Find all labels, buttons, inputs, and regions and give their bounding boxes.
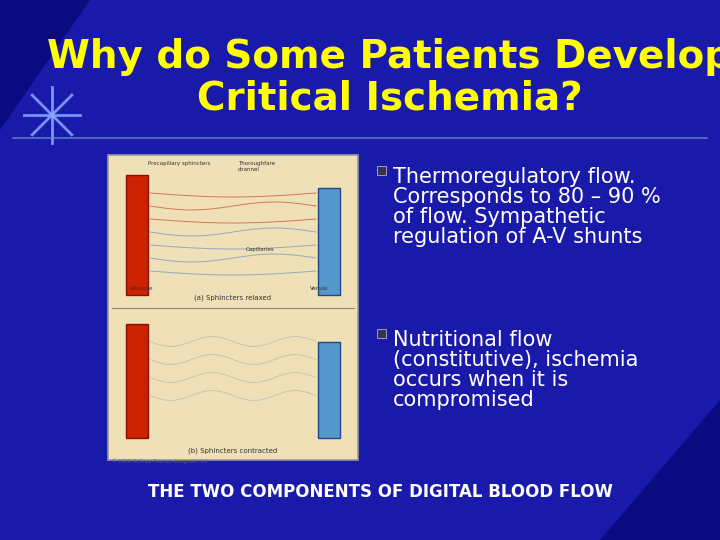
Text: (a) Sphincters relaxed: (a) Sphincters relaxed [194, 295, 271, 301]
Text: (constitutive), ischemia: (constitutive), ischemia [393, 350, 639, 370]
Text: regulation of A-V shunts: regulation of A-V shunts [393, 227, 642, 247]
Text: of flow. Sympathetic: of flow. Sympathetic [393, 207, 606, 227]
Text: Critical Ischemia?: Critical Ischemia? [197, 80, 582, 118]
Bar [318, 341, 340, 438]
Polygon shape [0, 0, 90, 130]
Text: Capillaries: Capillaries [246, 246, 274, 252]
Bar [108, 155, 358, 460]
Bar [377, 166, 386, 175]
Text: Why do Some Patients Develop: Why do Some Patients Develop [48, 38, 720, 76]
Text: (b) Sphincters contracted: (b) Sphincters contracted [189, 448, 278, 454]
Polygon shape [600, 400, 720, 540]
Bar [318, 188, 340, 295]
Text: Venule: Venule [310, 286, 328, 291]
Text: Thoroughfare
channel: Thoroughfare channel [238, 161, 275, 172]
Text: Precapillary sphincters: Precapillary sphincters [148, 161, 210, 166]
Text: Thermoregulatory flow.: Thermoregulatory flow. [393, 167, 636, 187]
Text: Corresponds to 80 – 90 %: Corresponds to 80 – 90 % [393, 187, 661, 207]
Bar [126, 323, 148, 438]
Text: © 1999 McGraw-Pearson-Longman, Inc.: © 1999 McGraw-Pearson-Longman, Inc. [112, 458, 210, 464]
Polygon shape [126, 175, 148, 295]
Text: occurs when it is: occurs when it is [393, 370, 568, 390]
Text: Arteriole: Arteriole [130, 286, 153, 291]
Bar [377, 329, 386, 338]
Text: THE TWO COMPONENTS OF DIGITAL BLOOD FLOW: THE TWO COMPONENTS OF DIGITAL BLOOD FLOW [148, 483, 613, 501]
Text: Nutritional flow: Nutritional flow [393, 330, 552, 350]
Text: compromised: compromised [393, 390, 535, 410]
